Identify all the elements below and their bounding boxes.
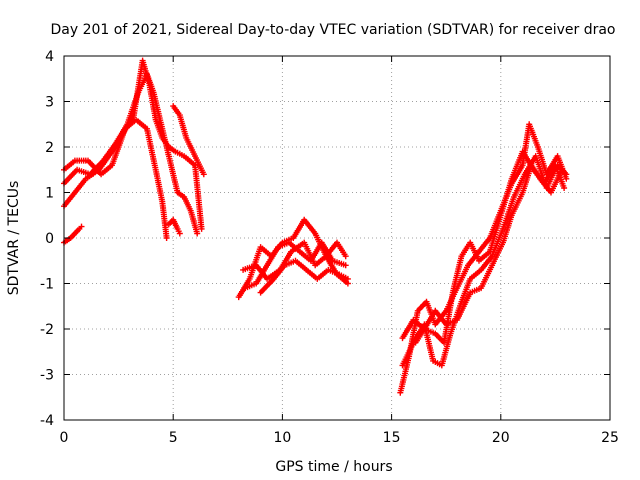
series-arc-6 <box>170 103 207 178</box>
plus-markers <box>165 216 183 237</box>
x-tick-label: 10 <box>273 430 291 446</box>
chart-title: Day 201 of 2021, Sidereal Day-to-day VTE… <box>50 22 615 38</box>
grid-lines <box>64 56 610 420</box>
series-arc-2 <box>61 116 170 241</box>
series-arc-1 <box>61 57 205 232</box>
x-tick-labels: 0 5 10 15 20 25 <box>60 430 619 446</box>
series-arc-9 <box>242 239 349 292</box>
y-tick-label: -2 <box>40 322 54 338</box>
tick-marks <box>63 55 611 421</box>
x-tick-label: 25 <box>601 430 619 446</box>
x-axis-label: GPS time / hours <box>275 459 392 475</box>
y-tick-label: 2 <box>45 140 54 156</box>
y-tick-label: -1 <box>40 277 54 293</box>
y-tick-label: 1 <box>45 186 54 202</box>
x-tick-label: 20 <box>492 430 510 446</box>
series-layer <box>61 57 570 396</box>
series-arc-5 <box>165 216 183 237</box>
y-tick-label: -4 <box>40 413 54 429</box>
series-arc-14 <box>412 162 565 346</box>
y-tick-label: -3 <box>40 368 54 384</box>
y-tick-label: 0 <box>45 231 54 247</box>
series-trace <box>62 59 203 230</box>
series-arc-4 <box>61 223 85 246</box>
y-tick-labels: -4 -3 -2 -1 0 1 2 3 4 <box>40 49 54 429</box>
y-axis-label: SDTVAR / TECUs <box>6 181 22 296</box>
plus-markers <box>61 223 85 246</box>
plus-markers <box>257 257 351 296</box>
x-tick-label: 15 <box>383 430 401 446</box>
plus-markers <box>242 239 349 292</box>
plus-markers <box>170 103 207 178</box>
y-tick-label: 4 <box>45 49 54 65</box>
y-tick-label: 3 <box>45 95 54 111</box>
plus-markers <box>61 116 170 241</box>
x-tick-label: 5 <box>169 430 178 446</box>
x-tick-label: 0 <box>60 430 69 446</box>
plus-markers <box>412 162 565 346</box>
series-arc-10 <box>257 257 351 296</box>
plus-markers <box>61 57 205 232</box>
